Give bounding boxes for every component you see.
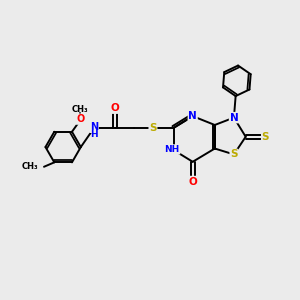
Text: NH: NH	[164, 145, 180, 154]
Text: N: N	[230, 112, 238, 123]
Text: O: O	[76, 114, 84, 124]
Text: O: O	[188, 176, 197, 187]
Text: S: S	[262, 132, 269, 142]
Text: CH₃: CH₃	[22, 162, 39, 171]
Text: N: N	[188, 111, 197, 121]
Text: N: N	[90, 122, 98, 132]
Text: S: S	[149, 123, 157, 133]
Text: S: S	[230, 149, 238, 159]
Text: H: H	[90, 130, 98, 139]
Text: CH₃: CH₃	[72, 105, 88, 114]
Text: O: O	[110, 103, 119, 113]
